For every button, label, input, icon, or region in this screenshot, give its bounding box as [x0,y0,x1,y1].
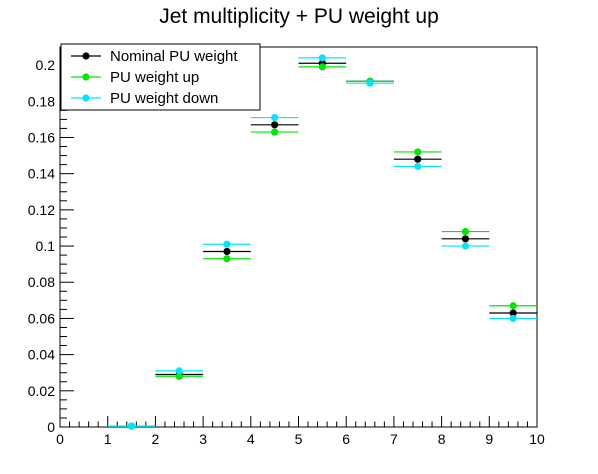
x-tick-label: 4 [247,431,255,447]
data-point [175,372,183,380]
y-tick-label: 0.04 [28,347,55,363]
data-point [461,242,470,250]
data-point [223,240,231,248]
data-point [271,113,279,122]
y-tick-label: 0.2 [36,57,56,73]
data-point [271,121,279,129]
data-point [414,162,422,171]
y-tick-label: 0.14 [28,166,55,182]
y-tick-label: 0.1 [36,238,56,254]
data-point [271,128,279,136]
x-tick-label: 1 [104,431,112,447]
series-3 [107,54,537,430]
y-axis: 0 0.02 0.04 0.06 0.08 0.1 0.12 0.14 0.16 0.18 0.2 [28,46,74,435]
y-tick-label: 0.08 [28,274,55,290]
data-point [509,309,517,317]
series-layer [107,54,537,430]
data-point [175,367,183,375]
legend-entry: Nominal PU weight [71,48,238,65]
x-tick-label: 7 [390,431,398,447]
legend-label: Nominal PU weight [110,48,238,65]
data-point [223,247,231,256]
legend-entry: PU weight up [71,69,199,86]
legend-marker [82,73,90,81]
data-point [509,314,517,323]
y-tick-label: 0.18 [28,93,55,109]
x-tick-label: 9 [485,431,493,447]
x-tick-label: 6 [342,431,350,447]
data-point [318,54,326,62]
x-tick-label: 8 [438,431,446,447]
x-tick-label: 2 [152,431,160,447]
data-point [318,63,326,71]
data-point [223,255,231,263]
series-1 [107,59,537,430]
x-tick-label: 5 [295,431,303,447]
legend-label: PU weight up [110,69,199,86]
legend-marker [82,94,90,102]
legend: Nominal PU weight PU weight up PU weight d… [60,43,261,111]
x-tick-label: 3 [199,431,207,447]
data-point [366,79,374,87]
x-tick-label: 0 [56,431,64,447]
y-tick-label: 0.16 [28,129,55,145]
legend-label: PU weight down [110,90,218,107]
legend-marker [82,52,90,60]
data-point [414,155,422,163]
data-point [509,302,517,310]
data-point [461,227,470,236]
y-tick-label: 0 [47,419,55,435]
data-point [461,235,470,243]
x-tick-label: 10 [529,431,545,447]
y-tick-label: 0.02 [28,383,55,399]
chart-title: Jet multiplicity + PU weight up [159,5,439,28]
y-tick-label: 0.06 [28,310,55,326]
data-point [414,148,422,156]
legend-entry: PU weight down [71,90,218,107]
x-axis: 0 1 2 3 4 5 6 7 8 9 10 [56,416,545,447]
data-point [127,422,136,430]
y-tick-label: 0.12 [28,202,55,218]
